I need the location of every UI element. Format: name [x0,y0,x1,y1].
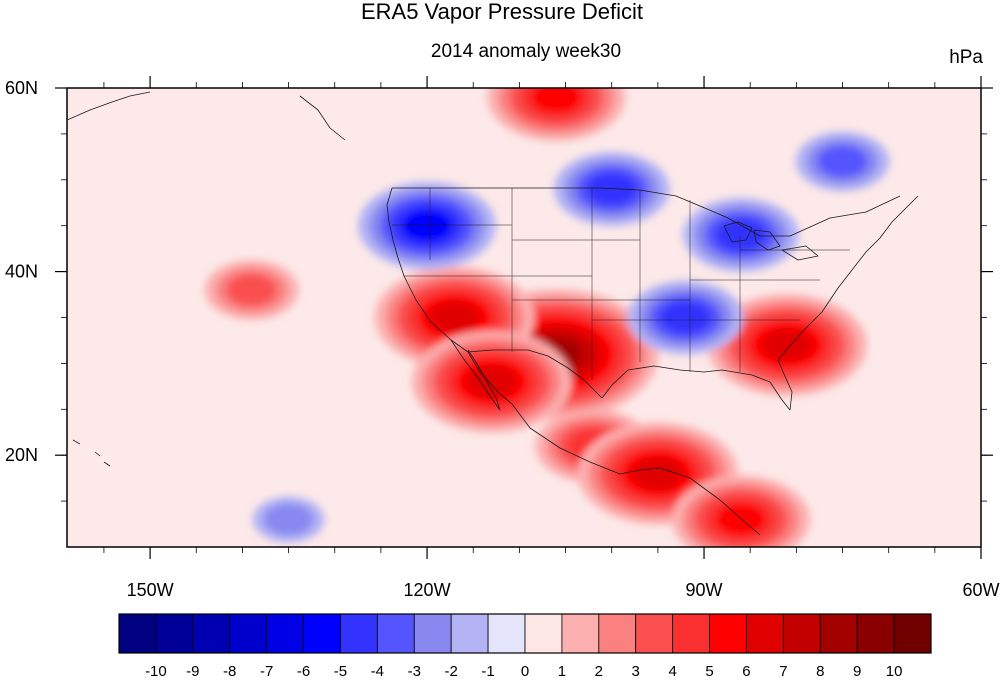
colorbar-label: -5 [334,663,347,680]
chart-subtitle: 2014 anomaly week30 [431,41,621,62]
colorbar-label: -6 [297,663,310,680]
anomaly-contour [762,329,813,362]
colorbar-swatch [303,613,341,654]
colorbar-label: 2 [595,663,603,680]
gulf-coast [601,329,805,411]
colorbar-label: 3 [632,663,640,680]
anomaly-contour [263,503,314,536]
colorbar-swatch [524,613,563,654]
anomaly-contour [715,218,766,251]
colorbar-swatch [819,613,858,654]
colorbar-label: -8 [223,663,236,680]
great-lakes [723,221,819,261]
colorbar-swatch [340,613,378,654]
anomaly-contour [466,365,517,398]
x-tick-label: 60W [962,580,999,600]
colorbar: -10 -9 -8 -7 -6 -5 -4 -3 -2 -1 0 1 2 3 4 5 6 7 8 9 10 [118,613,932,680]
colorbar-swatch [672,613,710,654]
mexico-coast [511,403,761,536]
anomaly-region [204,259,299,320]
anomaly-region [252,496,325,543]
anomaly-contour [817,145,868,178]
colorbar-swatch [266,613,304,654]
y-tick-label: 60N [5,78,38,98]
colorbar-swatch [709,613,747,654]
baja-peninsula [450,339,501,411]
colorbar-label: 9 [853,663,861,680]
colorbar-swatch [192,613,231,654]
coastlines [67,91,919,536]
chart-title: ERA5 Vapor Pressure Deficit [361,0,643,24]
anomaly-contour [660,301,711,334]
anomaly-field [204,88,890,547]
colorbar-swatch [229,613,268,654]
anomaly-region [358,181,497,270]
anomaly-contour [226,273,277,306]
colorbar-label: 1 [558,663,566,680]
hawaii-islands [72,439,111,467]
colorbar-label: 5 [705,663,713,680]
anomaly-region [707,294,868,397]
colorbar-swatch [598,613,637,654]
map-area [67,88,981,547]
colorbar-label: -4 [371,663,384,680]
us-canada-border [392,187,901,237]
colorbar-label: -2 [445,663,458,680]
anomaly-region [682,197,799,272]
state-lines [392,188,850,380]
x-tick-label: 150W [127,580,174,600]
colorbar-label: 10 [886,663,903,680]
colorbar-label: -3 [408,663,421,680]
colorbar-swatch [155,613,194,654]
y-tick-label: 20N [5,445,38,465]
colorbar-label: 7 [779,663,787,680]
colorbar-swatch [118,613,157,654]
colorbar-swatch [893,613,932,654]
units-label: hPa [949,47,983,68]
us-mexico-border [467,349,603,399]
colorbar-label: -10 [145,663,167,680]
anomaly-contour [632,457,683,490]
anomaly-region [795,131,890,192]
anomaly-region [411,330,572,433]
anomaly-contour [402,209,453,242]
anomaly-region [627,280,744,355]
colorbar-swatch [561,613,600,654]
colorbar-label: 8 [816,663,824,680]
anomaly-contour [531,88,582,114]
colorbar-swatch [856,613,895,654]
us-west-coast [386,187,513,405]
colorbar-swatch [450,613,489,654]
east-coast [803,195,919,331]
anomaly-region [671,475,810,547]
colorbar-swatch [413,613,452,654]
colorbar-label: 4 [668,663,676,680]
colorbar-label: -7 [260,663,273,680]
colorbar-label: -1 [481,663,494,680]
y-tick-label: 40N [5,262,38,282]
colorbar-label: -9 [186,663,199,680]
x-tick-label: 120W [404,580,451,600]
alaska-coast [67,91,346,141]
colorbar-swatch [487,613,526,654]
anomaly-contour [715,503,766,536]
axis-ticks: 150W 120W 90W 60W 60N 40N 20N [5,76,1000,600]
anomaly-contour [429,301,480,334]
colorbar-swatch [746,613,784,654]
colorbar-label: 0 [521,663,529,680]
anomaly-region [487,88,626,142]
colorbar-swatch [376,613,415,654]
colorbar-label: 6 [742,663,750,680]
colorbar-swatch [635,613,674,654]
colorbar-swatch [782,613,821,654]
colorbar-frame [118,613,932,654]
x-tick-label: 90W [686,580,723,600]
